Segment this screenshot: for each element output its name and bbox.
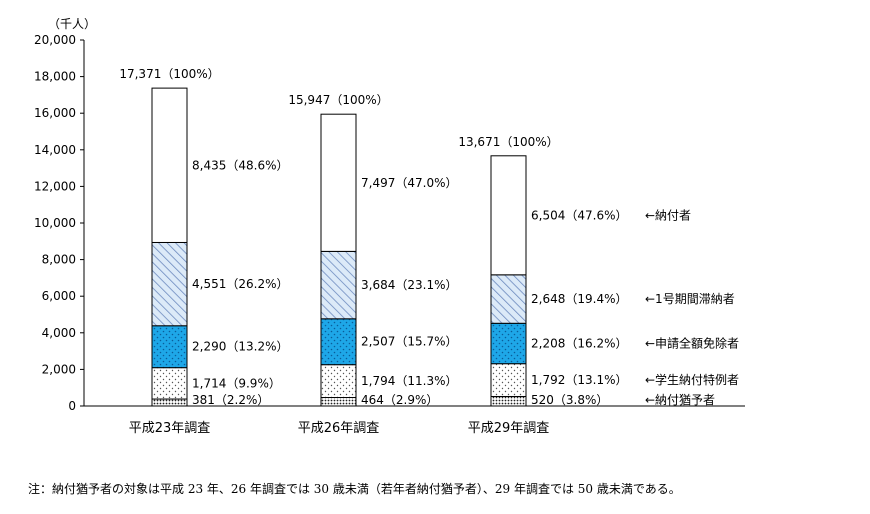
y-tick-label: 0 (68, 399, 76, 413)
category-label: 平成29年調査 (468, 421, 550, 436)
bar-segment (320, 364, 357, 399)
legend-label: ←申請全額免除者 (645, 335, 739, 350)
y-tick-label: 6,000 (42, 289, 76, 303)
segment-value-label: 3,684（23.1%） (361, 278, 457, 292)
bar-segment (320, 250, 357, 320)
category-labels: 平成23年調査 平成26年調査 平成29年調査 (129, 421, 550, 436)
y-tick-label: 20,000 (34, 33, 76, 47)
legend-label: ←納付者 (645, 208, 691, 222)
total-label: 15,947（100%） (288, 93, 388, 107)
bar-segment (320, 113, 357, 252)
y-tick-label: 12,000 (34, 179, 76, 193)
y-tick-label: 18,000 (34, 70, 76, 84)
segment-value-label: 4,551（26.2%） (192, 277, 288, 291)
segment-value-label: 381（2.2%） (192, 393, 269, 407)
y-tick-label: 16,000 (34, 106, 76, 120)
bar-segment (151, 87, 188, 243)
y-tick-label: 2,000 (42, 362, 76, 376)
segment-value-label: 8,435（48.6%） (192, 158, 288, 172)
segment-value-label: 7,497（47.0%） (361, 176, 457, 190)
y-tick-label: 4,000 (42, 326, 76, 340)
value-labels: 381（2.2%） 1,714（9.9%） 2,290（13.2%） 4,551（26… (119, 67, 627, 407)
segment-value-label: 2,208（16.2%） (531, 336, 627, 350)
y-tick-label: 10,000 (34, 216, 76, 230)
bar-segment (151, 325, 188, 369)
segment-value-label: 2,648（19.4%） (531, 292, 627, 306)
category-label: 平成26年調査 (298, 421, 380, 436)
segment-value-label: 1,794（11.3%） (361, 374, 457, 388)
category-label: 平成23年調査 (129, 421, 211, 436)
bar-segment (490, 363, 527, 397)
y-tick-label: 14,000 (34, 143, 76, 157)
segment-value-label: 520（3.8%） (531, 393, 608, 407)
segment-value-label: 6,504（47.6%） (531, 208, 627, 222)
segment-value-label: 1,792（13.1%） (531, 373, 627, 387)
series-legend: ←納付猶予者 ←学生納付特例者 ←申請全額免除者 ←1号期間滞納者 ←納付者 (645, 208, 739, 407)
segment-value-label: 1,714（9.9%） (192, 376, 281, 390)
bars-group (151, 87, 527, 407)
y-tick-labels: 0 2,000 4,000 6,000 8,000 10,000 12,000 14,000 1… (34, 33, 84, 413)
segment-value-label: 464（2.9%） (361, 393, 438, 407)
legend-label: ←1号期間滞納者 (645, 292, 735, 306)
y-tick-label: 8,000 (42, 253, 76, 267)
stacked-bar-chart: （千人） 0 2,000 4,000 6,000 8,000 10,000 12,000 14… (34, 17, 745, 436)
footnote: 注：納付猶予者の対象は平成 23 年、26 年調査では 30 歳未満（若年者納付… (28, 482, 681, 496)
bar-segment (151, 398, 188, 407)
bar-segment (151, 241, 188, 327)
bar-segment (490, 274, 527, 324)
segment-value-label: 2,507（15.7%） (361, 335, 457, 349)
legend-label: ←学生納付特例者 (645, 372, 739, 387)
segment-value-label: 2,290（13.2%） (192, 340, 288, 354)
bar-segment (490, 322, 527, 365)
bar-segment (151, 367, 188, 400)
bar-segment (490, 155, 527, 276)
total-label: 13,671（100%） (458, 135, 558, 149)
bar-segment (320, 397, 357, 407)
total-label: 17,371（100%） (119, 67, 219, 81)
legend-label: ←納付猶予者 (645, 393, 715, 407)
y-unit-label: （千人） (48, 17, 96, 31)
bar-segment (490, 395, 527, 407)
bar-segment (320, 318, 357, 366)
